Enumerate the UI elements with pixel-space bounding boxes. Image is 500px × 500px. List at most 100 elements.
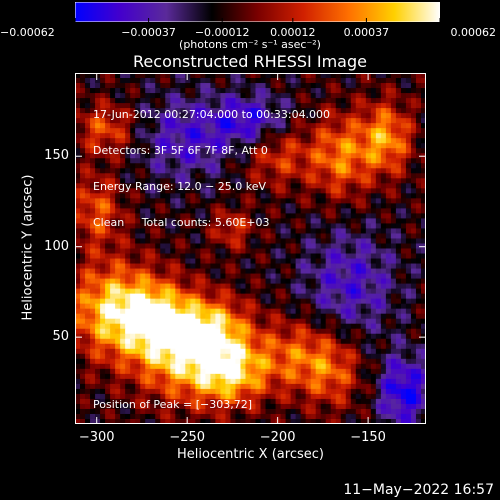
- heatmap-cell: [320, 108, 327, 114]
- heatmap-cell: [80, 403, 86, 410]
- heatmap-plot: [75, 73, 426, 424]
- heatmap-cell: [385, 293, 392, 300]
- heatmap-cell: [275, 398, 281, 405]
- heatmap-cell: [240, 183, 246, 189]
- heatmap-cell: [165, 408, 171, 415]
- heatmap-cell: [115, 368, 121, 375]
- heatmap-cell: [360, 398, 367, 405]
- heatmap-cell: [285, 148, 292, 154]
- heatmap-cell: [210, 318, 216, 325]
- heatmap-cell: [130, 268, 136, 274]
- heatmap-cell: [330, 88, 337, 94]
- heatmap-cell: [360, 128, 367, 134]
- heatmap-cell: [420, 118, 426, 124]
- heatmap-cell: [420, 298, 426, 305]
- heatmap-cell: [120, 348, 126, 355]
- heatmap-cell: [400, 183, 407, 189]
- heatmap-cell: [200, 168, 206, 174]
- heatmap-cell: [325, 163, 332, 169]
- heatmap-cell: [420, 393, 426, 400]
- heatmap-cell: [135, 133, 141, 139]
- heatmap-cell: [205, 123, 211, 129]
- heatmap-cell: [400, 368, 407, 375]
- heatmap-cell: [275, 138, 281, 144]
- heatmap-cell: [360, 108, 367, 114]
- heatmap-cell: [135, 193, 141, 199]
- heatmap-cell: [80, 288, 86, 295]
- heatmap-cell: [310, 193, 317, 199]
- heatmap-cell: [120, 218, 126, 224]
- heatmap-cell: [280, 318, 286, 325]
- heatmap-cell: [145, 358, 151, 365]
- heatmap-cell: [105, 183, 111, 189]
- heatmap-cell: [350, 208, 357, 214]
- heatmap-cell: [80, 378, 86, 385]
- timestamp: 11−May−2022 16:57: [343, 482, 494, 498]
- heatmap-cell: [155, 388, 161, 395]
- heatmap-cell: [110, 378, 116, 385]
- heatmap-cell: [185, 193, 191, 199]
- heatmap-cell: [415, 138, 422, 144]
- heatmap-cell: [110, 233, 116, 239]
- heatmap-cell: [325, 148, 332, 154]
- heatmap-cell: [415, 303, 422, 310]
- heatmap-cell: [420, 143, 426, 149]
- heatmap-cell: [200, 88, 206, 94]
- heatmap-cell: [405, 203, 412, 209]
- heatmap-cell: [225, 213, 231, 219]
- heatmap-cell: [420, 108, 426, 114]
- heatmap-cell: [205, 163, 211, 169]
- heatmap-cell: [375, 113, 382, 119]
- heatmap-cell: [250, 403, 256, 410]
- heatmap-cell: [255, 218, 261, 224]
- heatmap-cell: [205, 233, 211, 239]
- heatmap-cell: [360, 303, 367, 310]
- heatmap-cell: [165, 78, 171, 84]
- heatmap-cell: [405, 333, 412, 340]
- heatmap-cell: [210, 103, 216, 109]
- heatmap-cell: [140, 238, 146, 244]
- heatmap-cell: [275, 128, 281, 134]
- heatmap-cell: [275, 283, 281, 290]
- heatmap-cell: [180, 368, 186, 375]
- heatmap-cell: [120, 313, 126, 320]
- heatmap-cell: [125, 113, 131, 119]
- heatmap-cell: [270, 158, 276, 164]
- heatmap-cell: [205, 143, 211, 149]
- heatmap-cell: [305, 168, 312, 174]
- heatmap-cell: [100, 233, 106, 239]
- heatmap-cell: [405, 403, 412, 410]
- heatmap-cell: [255, 243, 261, 249]
- heatmap-cell: [105, 248, 111, 254]
- heatmap-cell: [410, 143, 417, 149]
- heatmap-cell: [400, 378, 407, 385]
- heatmap-cell: [310, 123, 317, 129]
- heatmap-cell: [105, 128, 111, 134]
- heatmap-cell: [85, 128, 91, 134]
- heatmap-cell: [300, 188, 307, 194]
- heatmap-cell: [270, 173, 276, 179]
- heatmap-cell: [350, 283, 357, 290]
- heatmap-cell: [255, 113, 261, 119]
- heatmap-cell: [130, 278, 136, 284]
- heatmap-cell: [215, 128, 221, 134]
- heatmap-cell: [185, 158, 191, 164]
- heatmap-cell: [270, 293, 276, 300]
- heatmap-cell: [270, 123, 276, 129]
- heatmap-cell: [385, 248, 392, 254]
- heatmap-cell: [165, 303, 171, 310]
- heatmap-cell: [310, 378, 317, 385]
- heatmap-cell: [195, 298, 201, 305]
- heatmap-cell: [350, 313, 357, 320]
- heatmap-cell: [95, 313, 101, 320]
- heatmap-cell: [265, 263, 271, 269]
- heatmap-cell: [250, 83, 256, 89]
- heatmap-cell: [360, 383, 367, 390]
- heatmap-cell: [135, 218, 141, 224]
- heatmap-cell: [370, 243, 377, 249]
- heatmap-cell: [95, 263, 101, 269]
- heatmap-cell: [100, 178, 106, 184]
- heatmap-cell: [390, 158, 397, 164]
- heatmap-cell: [375, 353, 382, 360]
- heatmap-cell: [400, 398, 407, 405]
